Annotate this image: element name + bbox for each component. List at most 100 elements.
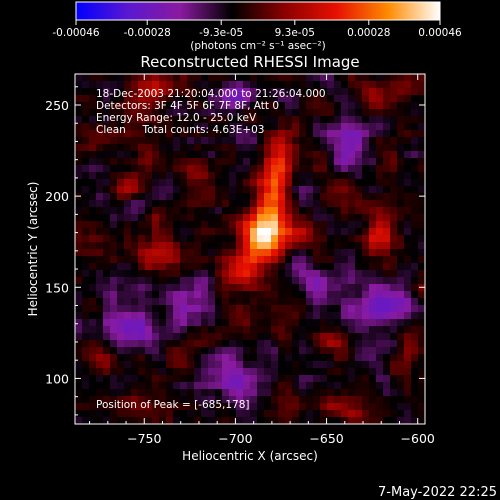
heatmap-cell (348, 109, 356, 117)
heatmap-cell (299, 102, 307, 110)
heatmap-cell (334, 172, 342, 180)
heatmap-cell (82, 403, 90, 411)
heatmap-cell (348, 340, 356, 348)
heatmap-cell (341, 207, 349, 215)
heatmap-cell (411, 123, 419, 131)
heatmap-cell (229, 284, 237, 292)
heatmap-cell (243, 403, 251, 411)
heatmap-cell (383, 396, 391, 404)
heatmap-cell (271, 410, 279, 418)
heatmap-cell (194, 165, 202, 173)
heatmap-cell (355, 74, 363, 82)
heatmap-cell (75, 242, 83, 250)
heatmap-cell (152, 130, 160, 138)
heatmap-cell (82, 410, 90, 418)
heatmap-cell (131, 144, 139, 152)
heatmap-cell (96, 354, 104, 362)
heatmap-cell (194, 249, 202, 257)
heatmap-cell (404, 333, 412, 341)
heatmap-cell (124, 130, 132, 138)
heatmap-cell (138, 340, 146, 348)
heatmap-cell (285, 305, 293, 313)
heatmap-cell (355, 410, 363, 418)
heatmap-cell (124, 319, 132, 327)
heatmap-cell (89, 382, 97, 390)
heatmap-cell (334, 382, 342, 390)
heatmap-cell (264, 95, 272, 103)
heatmap-cell (138, 102, 146, 110)
heatmap-cell (362, 81, 370, 89)
heatmap-cell (383, 382, 391, 390)
heatmap-cell (313, 228, 321, 236)
heatmap-cell (215, 263, 223, 271)
heatmap-cell (89, 368, 97, 376)
heatmap-cell (369, 116, 377, 124)
heatmap-cell (250, 354, 258, 362)
heatmap-cell (103, 389, 111, 397)
heatmap-cell (166, 263, 174, 271)
heatmap-cell (376, 221, 384, 229)
heatmap-cell (222, 81, 230, 89)
heatmap-cell (103, 193, 111, 201)
heatmap-cell (96, 326, 104, 334)
heatmap-cell (194, 333, 202, 341)
x-tick-label: −650 (309, 431, 343, 446)
heatmap-cell (306, 417, 314, 424)
heatmap-cell (397, 291, 405, 299)
heatmap-cell (383, 368, 391, 376)
heatmap-cell (390, 242, 398, 250)
heatmap-cell (397, 277, 405, 285)
heatmap-cell (75, 417, 83, 424)
heatmap-cell (292, 158, 300, 166)
heatmap-cell (201, 221, 209, 229)
heatmap-cell (173, 109, 181, 117)
heatmap-cell (89, 242, 97, 250)
heatmap-cell (159, 165, 167, 173)
heatmap-cell (383, 235, 391, 243)
heatmap-cell (264, 137, 272, 145)
heatmap-cell (257, 249, 265, 257)
heatmap-cell (418, 277, 425, 285)
heatmap-cell (362, 277, 370, 285)
heatmap-cell (89, 263, 97, 271)
heatmap-cell (327, 368, 335, 376)
heatmap-cell (313, 207, 321, 215)
heatmap-cell (117, 277, 125, 285)
heatmap-cell (327, 242, 335, 250)
heatmap-cell (215, 256, 223, 264)
heatmap-cell (117, 193, 125, 201)
heatmap-cell (390, 102, 398, 110)
heatmap-cell (180, 347, 188, 355)
heatmap-cell (334, 179, 342, 187)
heatmap-cell (313, 333, 321, 341)
heatmap-cell (376, 340, 384, 348)
heatmap-cell (194, 130, 202, 138)
heatmap-cell (348, 158, 356, 166)
heatmap-cell (320, 172, 328, 180)
heatmap-cell (208, 382, 216, 390)
heatmap-cell (222, 326, 230, 334)
heatmap-cell (152, 368, 160, 376)
heatmap-cell (383, 109, 391, 117)
heatmap-cell (187, 410, 195, 418)
heatmap-cell (306, 151, 314, 159)
heatmap-cell (180, 368, 188, 376)
heatmap-cell (369, 102, 377, 110)
heatmap-cell (124, 95, 132, 103)
heatmap-cell (110, 403, 118, 411)
heatmap-cell (243, 151, 251, 159)
heatmap-cell (187, 403, 195, 411)
heatmap-cell (201, 403, 209, 411)
heatmap-cell (320, 410, 328, 418)
heatmap-cell (320, 256, 328, 264)
heatmap-cell (236, 298, 244, 306)
heatmap-cell (222, 354, 230, 362)
heatmap-cell (152, 263, 160, 271)
heatmap-cell (215, 130, 223, 138)
heatmap-cell (75, 193, 83, 201)
heatmap-cell (404, 74, 412, 82)
heatmap-cell (166, 144, 174, 152)
heatmap-cell (299, 249, 307, 257)
heatmap-cell (327, 221, 335, 229)
heatmap-cell (320, 361, 328, 369)
